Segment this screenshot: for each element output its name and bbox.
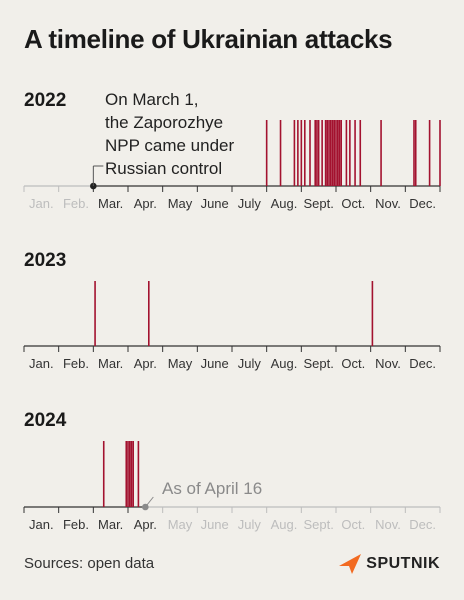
month-label: Apr. (134, 517, 157, 532)
month-label: Aug. (271, 517, 298, 532)
month-label: Dec. (409, 356, 436, 371)
annotation-text: the Zaporozhye (105, 113, 223, 132)
month-label: June (201, 196, 229, 211)
month-label: Feb. (63, 517, 89, 532)
month-label: July (238, 196, 262, 211)
year-label: 2024 (24, 410, 67, 431)
month-label: May (168, 356, 193, 371)
month-label: Mar. (98, 517, 123, 532)
month-label: Aug. (271, 356, 298, 371)
annotation-leader (144, 496, 154, 508)
month-label: Mar. (98, 196, 123, 211)
month-label: Feb. (63, 356, 89, 371)
month-label: Apr. (134, 196, 157, 211)
month-label: Sept. (303, 196, 333, 211)
sputnik-logo-icon (339, 554, 362, 574)
month-label: Nov. (375, 196, 401, 211)
month-label: Jan. (29, 196, 54, 211)
annotation-text: As of April 16 (162, 479, 262, 498)
annotation-text: On March 1, (105, 90, 199, 109)
month-label: Feb. (63, 196, 89, 211)
month-label: May (168, 517, 193, 532)
month-label: Jan. (29, 356, 54, 371)
chart-title: A timeline of Ukrainian attacks (24, 24, 393, 54)
month-label: Dec. (409, 196, 436, 211)
month-label: Apr. (134, 356, 157, 371)
month-label: Oct. (341, 356, 365, 371)
month-label: Nov. (375, 356, 401, 371)
annotation-text: NPP came under (105, 136, 234, 155)
month-label: Jan. (29, 517, 54, 532)
sputnik-logo: SPUTNIK (338, 553, 440, 575)
month-label: Dec. (409, 517, 436, 532)
month-label: May (168, 196, 193, 211)
year-label: 2023 (24, 250, 66, 271)
month-label: July (238, 517, 262, 532)
source-note: Sources: open data (24, 555, 155, 572)
month-label: Aug. (271, 196, 298, 211)
month-label: Oct. (341, 517, 365, 532)
month-label: Sept. (303, 356, 333, 371)
month-label: Oct. (341, 196, 365, 211)
month-label: Nov. (375, 517, 401, 532)
brand-name: SPUTNIK (366, 555, 440, 572)
year-label: 2022 (24, 90, 66, 111)
month-label: June (201, 356, 229, 371)
month-label: Mar. (98, 356, 123, 371)
month-label: July (238, 356, 262, 371)
month-label: June (201, 517, 229, 532)
annotation-text: Russian control (105, 159, 222, 178)
month-label: Sept. (303, 517, 333, 532)
